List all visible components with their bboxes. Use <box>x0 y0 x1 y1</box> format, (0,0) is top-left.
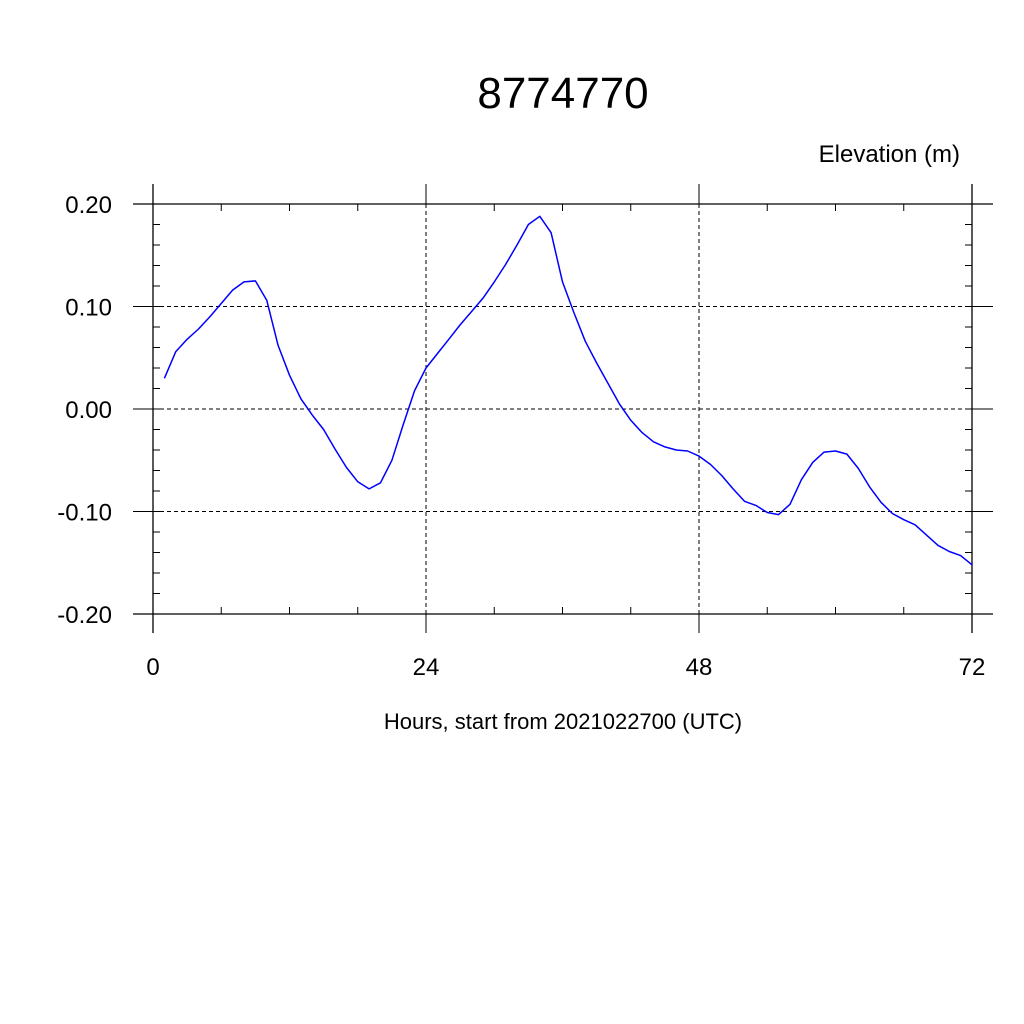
x-axis-label: Hours, start from 2021022700 (UTC) <box>384 709 742 734</box>
x-tick-label: 48 <box>686 654 713 681</box>
y-axis-label: Elevation (m) <box>819 141 960 168</box>
y-tick-label: 0.20 <box>65 192 112 219</box>
y-tick-label: 0.00 <box>65 397 112 424</box>
chart-title: 8774770 <box>477 69 648 118</box>
data-layer <box>163 215 973 566</box>
grid <box>152 203 973 615</box>
y-tick-label: 0.10 <box>65 295 112 322</box>
y-tick-label: -0.20 <box>57 602 112 629</box>
x-tick-label: 72 <box>959 654 986 681</box>
tick-labels: 0.20 0.10 0.00 -0.10 -0.20 0 24 48 72 <box>57 192 985 681</box>
series-line <box>163 215 973 566</box>
y-tick-label: -0.10 <box>57 500 112 527</box>
x-tick-label: 24 <box>413 654 440 681</box>
x-tick-label: 0 <box>146 654 159 681</box>
axes <box>133 184 993 633</box>
